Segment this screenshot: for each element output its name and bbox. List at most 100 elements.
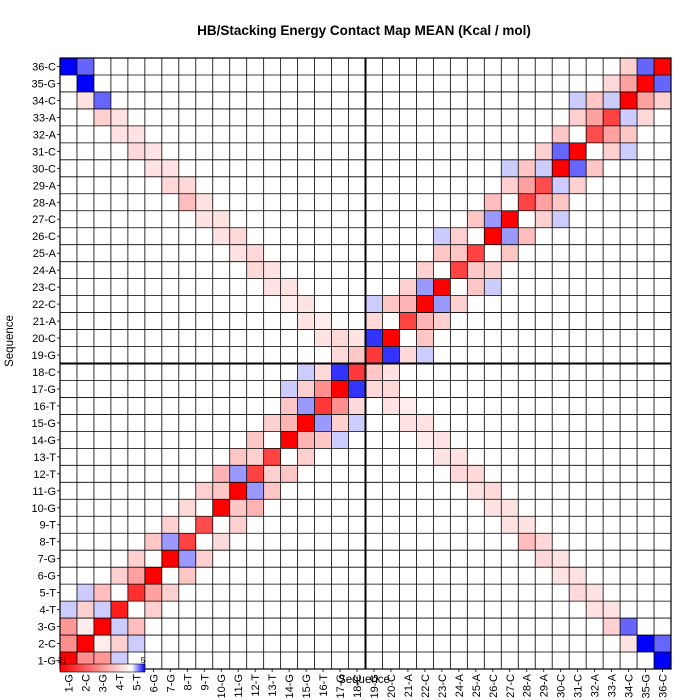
y-tick-label: 11-G (32, 486, 56, 498)
heatmap-cell (246, 465, 264, 483)
heatmap-cell (246, 431, 264, 449)
heatmap-cell (433, 227, 451, 245)
heatmap-cell (399, 414, 417, 432)
y-tick-label: 17-G (32, 384, 56, 396)
heatmap-cell (586, 125, 604, 143)
heatmap-cell (603, 125, 621, 143)
heatmap-cell (365, 346, 383, 364)
heatmap-cell (552, 125, 570, 143)
heatmap-cell (178, 567, 196, 585)
heatmap-cell (229, 482, 247, 500)
heatmap-cell (93, 584, 111, 602)
heatmap-cell (586, 91, 604, 109)
x-tick-label: 8-T (182, 674, 194, 691)
chart-title: HB/Stacking Energy Contact Map MEAN (Kca… (197, 23, 531, 38)
heatmap-cell (127, 142, 145, 160)
x-tick-label: 2-C (80, 674, 92, 692)
heatmap-cell (535, 550, 553, 568)
y-tick-label: 10-G (32, 503, 56, 515)
heatmap-cell (263, 448, 281, 466)
y-tick-label: 16-T (33, 401, 56, 413)
heatmap-cell (620, 91, 638, 109)
heatmap-cell (229, 448, 247, 466)
heatmap-cell (382, 346, 400, 364)
heatmap-cell (195, 482, 213, 500)
heatmap-cell (467, 278, 485, 296)
heatmap-cell (76, 584, 94, 602)
y-tick-labels: 1-G 2-C 3-G 4-T 5-T 6-G 7-G 8-T 9-T 10-G 11-G 12-T 1… (32, 61, 60, 668)
heatmap-cell (399, 278, 417, 296)
x-tick-labels: 1-G 2-C 3-G 4-T 5-T 6-G 7-G 8-T 9-T 10-G 11-G 12-T 1… (63, 669, 670, 698)
heatmap-cell (569, 567, 587, 585)
heatmap-cell (637, 108, 655, 126)
x-tick-label: 27-C (505, 674, 517, 698)
y-axis-label: Sequence (4, 315, 16, 367)
heatmap-cell (297, 312, 315, 330)
heatmap-cell (212, 465, 230, 483)
y-tick-label: 4-T (40, 605, 57, 617)
heatmap-cell (501, 244, 519, 262)
heatmap-cell (246, 499, 264, 517)
heatmap-cell (603, 601, 621, 619)
heatmap-cell (620, 74, 638, 92)
heatmap-cell (467, 210, 485, 228)
heatmap-cell (76, 91, 94, 109)
heatmap-cell (501, 516, 519, 534)
heatmap-cell (76, 618, 94, 636)
heatmap-cell (280, 397, 298, 415)
heatmap-cell (382, 295, 400, 313)
heatmap-cell (110, 618, 128, 636)
heatmap-cell (586, 108, 604, 126)
colorbar-min-label: -27 (55, 656, 67, 665)
x-tick-label: 17-G (335, 674, 347, 698)
heatmap-cell (280, 431, 298, 449)
heatmap-cell (263, 465, 281, 483)
x-tick-label: 25-A (471, 673, 483, 697)
y-tick-label: 7-G (38, 554, 56, 566)
x-tick-label: 12-T (250, 674, 262, 697)
heatmap-cell (212, 227, 230, 245)
heatmap-cell (484, 482, 502, 500)
heatmap-cell (654, 652, 671, 669)
x-tick-label: 33-A (607, 673, 619, 697)
heatmap-cell (348, 414, 366, 432)
heatmap-cell (280, 414, 298, 432)
heatmap-cell (110, 635, 128, 653)
heatmap-cell (76, 635, 94, 653)
heatmap-cell (484, 261, 502, 279)
y-tick-label: 6-G (38, 571, 56, 583)
heatmap-cell (637, 58, 655, 75)
y-tick-label: 32-A (33, 129, 57, 141)
heatmap-cell (433, 278, 451, 296)
x-tick-label: 36-C (658, 674, 670, 698)
x-tick-label: 1-G (63, 674, 75, 692)
heatmap-cell (246, 261, 264, 279)
y-tick-label: 23-C (32, 282, 56, 294)
heatmap-cell (552, 142, 570, 160)
heatmap-cell (382, 397, 400, 415)
heatmap-cell (399, 397, 417, 415)
heatmap-cell (348, 397, 366, 415)
heatmap-cell (535, 159, 553, 177)
heatmap-cell (229, 516, 247, 534)
heatmap-cell (297, 448, 315, 466)
y-tick-label: 1-G (38, 656, 56, 668)
colorbar-max-label: 5 (141, 656, 146, 665)
x-tick-label: 13-T (267, 674, 279, 697)
heatmap-cell (603, 108, 621, 126)
x-tick-label: 35-G (641, 674, 653, 698)
heatmap-cell (297, 380, 315, 398)
heatmap-cell (365, 363, 383, 381)
x-tick-label: 3-G (97, 674, 109, 692)
y-tick-label: 26-C (32, 231, 56, 243)
heatmap-cell (60, 618, 77, 636)
heatmap-cell (127, 567, 145, 585)
x-tick-label: 18-C (352, 674, 364, 698)
heatmap-cell (433, 431, 451, 449)
heatmap-cell (433, 295, 451, 313)
heatmap-cell (450, 261, 468, 279)
heatmap-cell (195, 516, 213, 534)
heatmap-cell (348, 329, 366, 347)
heatmap-cell (144, 533, 162, 551)
heatmap-cell (450, 227, 468, 245)
